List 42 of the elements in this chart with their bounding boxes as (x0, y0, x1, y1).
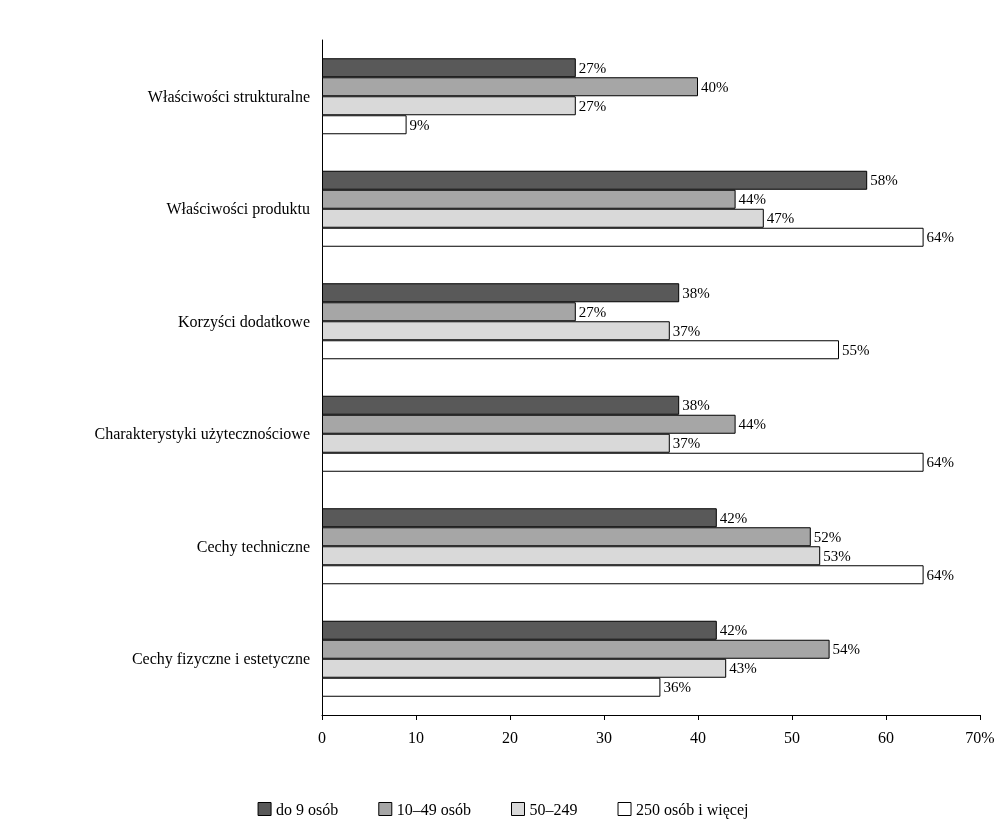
x-tick-label: 60 (878, 728, 894, 746)
data-label: 42% (719, 622, 748, 639)
data-label: 64% (926, 566, 955, 583)
y-tick-label: Charakterystyki użytecznościowe (94, 425, 310, 444)
data-label: 52% (813, 528, 842, 545)
data-label: 37% (672, 322, 701, 339)
data-label: 27% (578, 59, 607, 76)
x-tick-label: 20 (502, 728, 518, 746)
x-tick-label: 50 (784, 728, 800, 746)
data-label: 54% (832, 641, 861, 658)
data-label: 44% (738, 416, 767, 433)
legend-label: 50–249 (529, 800, 578, 818)
data-label: 42% (719, 509, 748, 526)
data-label: 55% (842, 341, 870, 358)
x-tick-label: 0 (318, 728, 326, 746)
x-tick-label: 30 (596, 728, 612, 746)
data-label: 9% (409, 116, 430, 133)
data-label: 38% (682, 284, 710, 301)
data-label: 53% (823, 547, 851, 564)
data-label: 58% (870, 172, 898, 189)
data-label: 47% (766, 210, 795, 227)
y-tick-label: Właściwości produktu (166, 200, 310, 219)
x-tick-label: 10 (408, 728, 424, 746)
legend-label: do 9 osób (276, 800, 339, 818)
x-tick-label: 70% (965, 728, 995, 746)
data-label: 36% (663, 679, 691, 696)
x-tick-label: 40 (690, 728, 706, 746)
y-tick-label: Korzyści dodatkowe (178, 312, 310, 331)
y-tick-label: Cechy techniczne (196, 537, 310, 556)
data-label: 40% (701, 78, 729, 95)
data-label: 64% (926, 229, 955, 246)
data-label: 44% (738, 191, 767, 208)
y-tick-label: Cechy fizyczne i estetyczne (131, 650, 310, 669)
y-tick-label: Właściwości strukturalne (147, 87, 310, 105)
data-label: 38% (682, 397, 710, 414)
legend-label: 250 osób i więcej (636, 800, 749, 819)
legend-label: 10–49 osób (396, 800, 472, 818)
data-label: 43% (729, 660, 757, 677)
data-label: 27% (578, 303, 607, 320)
data-label: 27% (578, 97, 607, 114)
data-label: 64% (926, 454, 955, 471)
data-label: 37% (672, 435, 701, 452)
